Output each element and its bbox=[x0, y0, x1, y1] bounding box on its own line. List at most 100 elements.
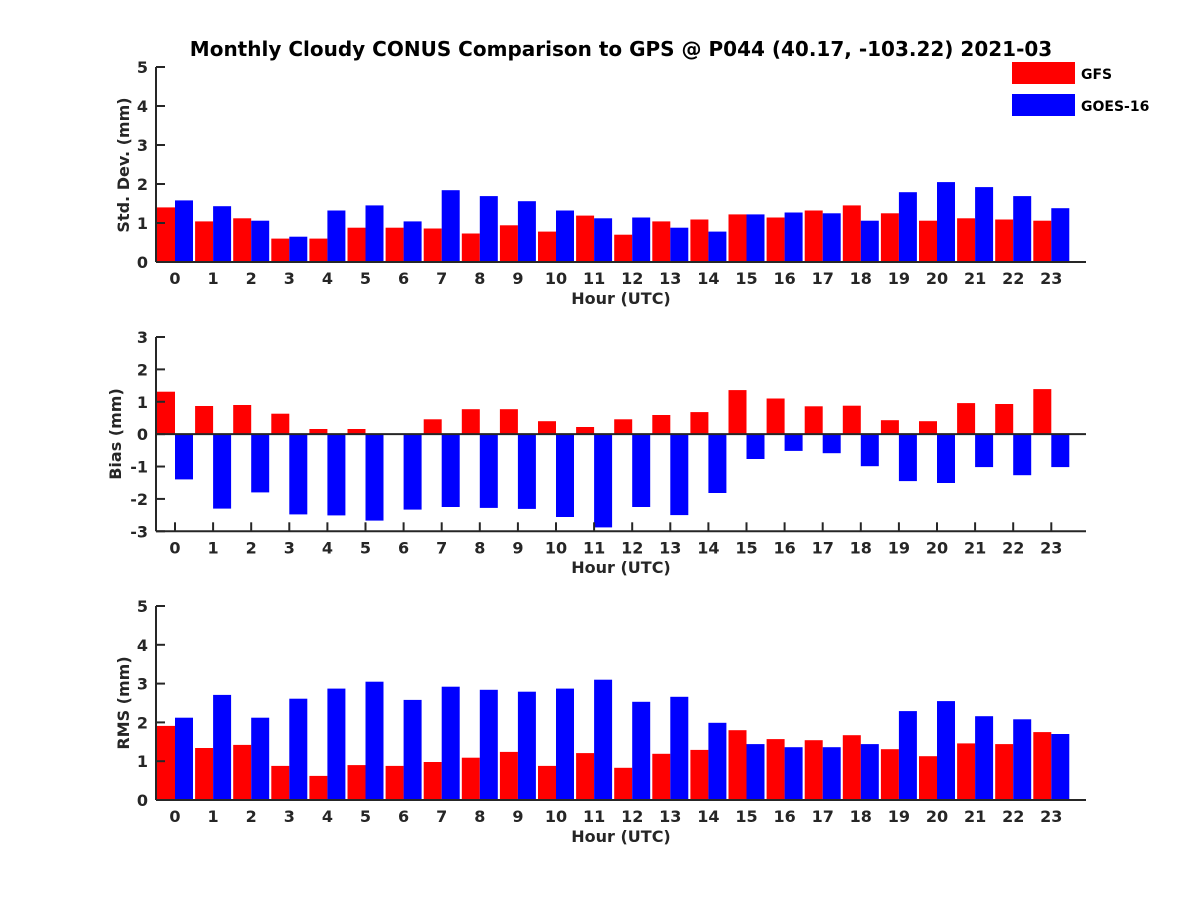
x-tick-label-bias: 13 bbox=[659, 538, 681, 557]
y-tick-label-bias: 2 bbox=[137, 360, 148, 379]
bar-rms-goes16-hour-9 bbox=[517, 691, 536, 800]
x-tick-label-rms: 6 bbox=[398, 807, 409, 826]
y-tick-label-std: 2 bbox=[137, 175, 148, 194]
bar-bias-gfs-hour-9 bbox=[499, 409, 518, 435]
legend-label-gfs: GFS bbox=[1081, 67, 1112, 83]
y-tick-label-rms: 0 bbox=[137, 791, 148, 810]
y-tick-label-rms: 5 bbox=[137, 597, 148, 616]
bar-rms-goes16-hour-23 bbox=[1051, 734, 1070, 800]
x-tick-label-rms: 9 bbox=[512, 807, 523, 826]
bar-std-goes16-hour-19 bbox=[898, 192, 917, 262]
y-tick-label-std: 4 bbox=[137, 97, 148, 116]
bar-rms-goes16-hour-7 bbox=[441, 686, 460, 800]
x-tick-label-std: 7 bbox=[436, 269, 447, 288]
bar-rms-goes16-hour-0 bbox=[175, 717, 193, 800]
bar-bias-goes16-hour-19 bbox=[898, 434, 917, 482]
bar-rms-gfs-hour-7 bbox=[423, 762, 442, 800]
bar-bias-goes16-hour-12 bbox=[632, 434, 651, 507]
bar-std-gfs-hour-15 bbox=[728, 214, 747, 262]
bar-bias-goes16-hour-9 bbox=[517, 434, 536, 509]
x-tick-label-bias: 1 bbox=[208, 538, 219, 557]
bar-bias-gfs-hour-19 bbox=[880, 420, 899, 435]
x-tick-label-rms: 4 bbox=[322, 807, 333, 826]
bar-bias-gfs-hour-4 bbox=[309, 429, 328, 435]
bar-bias-gfs-hour-23 bbox=[1033, 389, 1052, 435]
bar-std-gfs-hour-22 bbox=[995, 219, 1014, 262]
bar-bias-gfs-hour-18 bbox=[842, 405, 861, 435]
bar-std-goes16-hour-9 bbox=[517, 201, 536, 262]
x-tick-label-bias: 23 bbox=[1040, 538, 1062, 557]
xlabel-rms: Hour (UTC) bbox=[571, 827, 671, 846]
bar-std-goes16-hour-8 bbox=[479, 196, 498, 262]
bar-rms-gfs-hour-1 bbox=[195, 748, 214, 800]
bar-rms-gfs-hour-3 bbox=[271, 765, 290, 800]
y-tick-label-rms: 2 bbox=[137, 713, 148, 732]
bar-std-gfs-hour-8 bbox=[461, 233, 480, 262]
x-tick-label-std: 20 bbox=[926, 269, 948, 288]
x-tick-label-rms: 10 bbox=[545, 807, 567, 826]
bar-rms-goes16-hour-2 bbox=[251, 717, 270, 800]
bar-bias-gfs-hour-12 bbox=[614, 419, 633, 435]
bar-bias-goes16-hour-6 bbox=[403, 434, 422, 510]
bar-bias-goes16-hour-0 bbox=[175, 434, 193, 480]
x-tick-label-std: 8 bbox=[474, 269, 485, 288]
x-tick-label-bias: 0 bbox=[169, 538, 180, 557]
xlabel-std-dev: Hour (UTC) bbox=[571, 289, 671, 308]
bar-rms-gfs-hour-2 bbox=[233, 744, 252, 800]
x-tick-label-std: 18 bbox=[850, 269, 872, 288]
bar-std-goes16-hour-7 bbox=[441, 190, 460, 262]
bar-rms-gfs-hour-23 bbox=[1033, 732, 1052, 800]
bar-rms-goes16-hour-12 bbox=[632, 701, 651, 800]
bar-rms-gfs-hour-18 bbox=[842, 735, 861, 800]
bar-std-goes16-hour-4 bbox=[327, 210, 346, 262]
bar-bias-gfs-hour-3 bbox=[271, 413, 290, 435]
x-tick-label-bias: 15 bbox=[735, 538, 757, 557]
bar-rms-gfs-hour-12 bbox=[614, 767, 633, 800]
bar-rms-goes16-hour-6 bbox=[403, 699, 422, 800]
bar-std-gfs-hour-19 bbox=[880, 213, 899, 263]
bar-rms-gfs-hour-5 bbox=[347, 765, 366, 800]
x-tick-label-rms: 7 bbox=[436, 807, 447, 826]
bar-bias-goes16-hour-2 bbox=[251, 434, 270, 493]
x-tick-label-std: 11 bbox=[583, 269, 605, 288]
ylabel-bias: Bias (mm) bbox=[106, 388, 125, 480]
bar-bias-gfs-hour-21 bbox=[957, 403, 976, 435]
bar-std-gfs-hour-3 bbox=[271, 238, 290, 262]
bar-rms-gfs-hour-0 bbox=[157, 725, 175, 800]
y-tick-label-bias: -2 bbox=[130, 490, 148, 509]
x-tick-label-bias: 6 bbox=[398, 538, 409, 557]
bar-std-goes16-hour-21 bbox=[975, 187, 994, 262]
bar-bias-goes16-hour-14 bbox=[708, 434, 727, 493]
bar-std-goes16-hour-17 bbox=[822, 213, 841, 263]
x-tick-label-rms: 15 bbox=[735, 807, 757, 826]
x-tick-label-std: 15 bbox=[735, 269, 757, 288]
y-tick-label-bias: 1 bbox=[137, 393, 148, 412]
y-tick-label-bias: 0 bbox=[137, 425, 148, 444]
x-tick-label-bias: 21 bbox=[964, 538, 986, 557]
bar-bias-goes16-hour-5 bbox=[365, 434, 384, 521]
bar-bias-goes16-hour-17 bbox=[822, 434, 841, 454]
x-tick-label-bias: 8 bbox=[474, 538, 485, 557]
x-tick-label-bias: 11 bbox=[583, 538, 605, 557]
x-tick-label-rms: 3 bbox=[284, 807, 295, 826]
bar-bias-gfs-hour-2 bbox=[233, 405, 252, 435]
bar-bias-goes16-hour-7 bbox=[441, 434, 460, 507]
bar-std-goes16-hour-6 bbox=[403, 221, 422, 262]
bar-rms-goes16-hour-3 bbox=[289, 698, 308, 800]
legend: GFS GOES-16 bbox=[1012, 62, 1149, 116]
x-tick-label-std: 10 bbox=[545, 269, 567, 288]
bar-std-gfs-hour-13 bbox=[652, 221, 671, 262]
bar-rms-goes16-hour-10 bbox=[556, 688, 574, 800]
x-tick-label-rms: 0 bbox=[169, 807, 180, 826]
bar-std-gfs-hour-23 bbox=[1033, 220, 1052, 262]
x-tick-label-rms: 14 bbox=[697, 807, 719, 826]
bar-std-gfs-hour-9 bbox=[499, 225, 518, 262]
x-tick-label-rms: 23 bbox=[1040, 807, 1062, 826]
x-tick-label-bias: 10 bbox=[545, 538, 567, 557]
bar-bias-gfs-hour-11 bbox=[576, 427, 595, 435]
bar-bias-goes16-hour-22 bbox=[1013, 434, 1032, 476]
xlabel-bias: Hour (UTC) bbox=[571, 558, 671, 577]
bar-bias-goes16-hour-16 bbox=[784, 434, 803, 451]
y-tick-label-rms: 3 bbox=[137, 675, 148, 694]
